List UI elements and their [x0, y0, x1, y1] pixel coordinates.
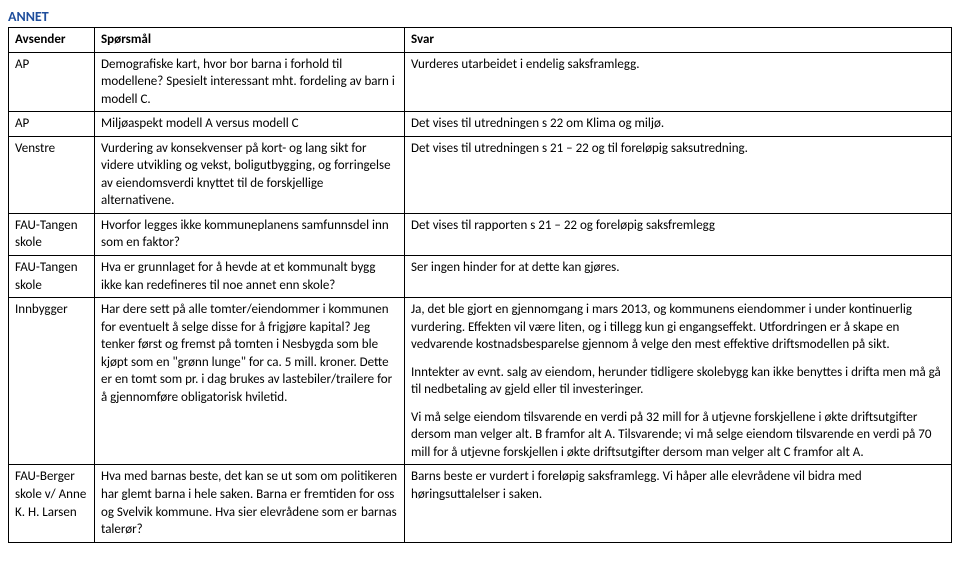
section-title: ANNET: [8, 8, 952, 25]
table-row: VenstreVurdering av konsekvenser på kort…: [9, 136, 952, 213]
cell-sender: AP: [9, 112, 95, 137]
table-row: FAU-Tangen skoleHvorfor legges ikke komm…: [9, 213, 952, 255]
cell-question: Demografiske kart, hvor bor barna i forh…: [95, 52, 405, 112]
cell-answer: Det vises til utredningen s 21 – 22 og t…: [405, 136, 952, 213]
table-header-row: Avsender Spørsmål Svar: [9, 28, 952, 53]
cell-question: Hva er grunnlaget for å hevde at et komm…: [95, 256, 405, 298]
cell-sender: AP: [9, 52, 95, 112]
cell-question: Hvorfor legges ikke kommuneplanens samfu…: [95, 213, 405, 255]
table-row: APMiljøaspekt modell A versus modell CDe…: [9, 112, 952, 137]
table-row: FAU-Tangen skoleHva er grunnlaget for å …: [9, 256, 952, 298]
cell-question: Hva med barnas beste, det kan se ut som …: [95, 465, 405, 542]
cell-answer: Det vises til utredningen s 22 om Klima …: [405, 112, 952, 137]
cell-answer: Ja, det ble gjort en gjennomgang i mars …: [405, 298, 952, 465]
cell-answer: Vurderes utarbeidet i endelig saksframle…: [405, 52, 952, 112]
col-header-answer: Svar: [405, 28, 952, 53]
col-header-sender: Avsender: [9, 28, 95, 53]
cell-sender: FAU-Tangen skole: [9, 213, 95, 255]
col-header-question: Spørsmål: [95, 28, 405, 53]
cell-answer: Det vises til rapporten s 21 – 22 og for…: [405, 213, 952, 255]
cell-question: Miljøaspekt modell A versus modell C: [95, 112, 405, 137]
table-row: FAU-Berger skole v/ Anne K. H. LarsenHva…: [9, 465, 952, 542]
cell-question: Har dere sett på alle tomter/eiendommer …: [95, 298, 405, 465]
cell-question: Vurdering av konsekvenser på kort- og la…: [95, 136, 405, 213]
cell-sender: FAU-Berger skole v/ Anne K. H. Larsen: [9, 465, 95, 542]
cell-sender: Innbygger: [9, 298, 95, 465]
table-row: APDemografiske kart, hvor bor barna i fo…: [9, 52, 952, 112]
cell-answer: Ser ingen hinder for at dette kan gjøres…: [405, 256, 952, 298]
cell-answer: Barns beste er vurdert i foreløpig saksf…: [405, 465, 952, 542]
qa-table: Avsender Spørsmål Svar APDemografiske ka…: [8, 27, 952, 543]
cell-sender: FAU-Tangen skole: [9, 256, 95, 298]
table-row: InnbyggerHar dere sett på alle tomter/ei…: [9, 298, 952, 465]
cell-sender: Venstre: [9, 136, 95, 213]
